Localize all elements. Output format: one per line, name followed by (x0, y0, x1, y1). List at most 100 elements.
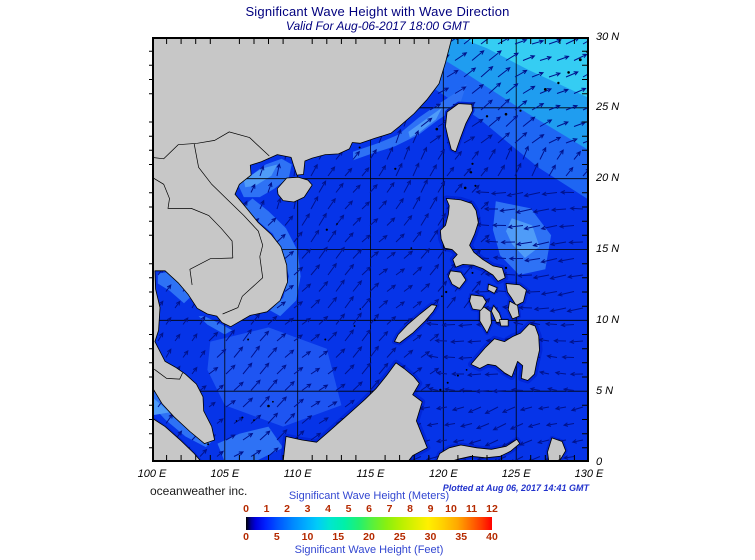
island-dot (543, 88, 547, 91)
island-dot (504, 266, 508, 270)
island-dot (474, 184, 477, 187)
legend-feet-tick: 15 (332, 531, 345, 543)
island-dot (504, 112, 508, 116)
lat-tick-label: 25 N (596, 101, 620, 114)
country-border (154, 368, 183, 380)
axis-ticks (149, 39, 587, 460)
island-dot (410, 247, 413, 250)
island-dot (353, 325, 356, 327)
island-dot (394, 167, 397, 170)
island-dot (456, 374, 459, 377)
lon-tick-label: 105 E (210, 468, 240, 480)
lat-tick-label: 15 N (596, 243, 620, 255)
map-frame (152, 37, 589, 462)
lon-tick-label: 120 E (428, 468, 458, 480)
island-dot (465, 369, 468, 371)
legend-feet-tick: 35 (455, 531, 468, 543)
island-dot (469, 171, 473, 174)
legend-meter-tick: 12 (486, 503, 498, 515)
land-mass (507, 300, 520, 320)
island-dot (358, 146, 361, 149)
land-mass (491, 305, 503, 323)
lon-tick-label: 130 E (574, 468, 604, 480)
legend-meter-tick: 0 (243, 503, 249, 515)
island-dot (485, 115, 489, 118)
land-mass (470, 323, 540, 381)
legend-meter-tick: 9 (427, 503, 434, 515)
legend-meter-tick: 8 (407, 503, 413, 515)
country-border (189, 257, 233, 285)
land-mass (479, 306, 492, 334)
credit-text: oceanweather inc. (150, 484, 248, 498)
legend-feet-tick: 40 (486, 531, 498, 543)
island-dot (272, 400, 274, 403)
plotted-timestamp: Plotted at Aug 06, 2017 14:41 GMT (442, 483, 589, 493)
legend-meter-tick: 7 (386, 503, 393, 515)
lat-tick-label: 0 (596, 455, 603, 468)
legend-feet-tick: 30 (424, 531, 437, 543)
lon-tick-label: 115 E (356, 468, 385, 480)
lon-tick-label: 100 E (137, 468, 167, 480)
lon-tick-label: 110 E (283, 468, 312, 480)
land-mass (276, 176, 313, 203)
lat-tick-label: 5 N (596, 384, 614, 397)
legend-feet-tick: 5 (273, 531, 280, 543)
legend-feet-ticks: 0 5 10 15 20 25 30 35 40 (0, 531, 755, 543)
island-dot (359, 308, 362, 310)
legend-meter-tick: 2 (284, 503, 290, 515)
legend-meter-tick: 1 (263, 503, 270, 515)
land-mass (499, 319, 509, 327)
island-dot (247, 338, 250, 341)
island-dot (567, 71, 570, 74)
land-mass (154, 418, 201, 460)
land-mass (440, 198, 506, 282)
land-mass (505, 283, 527, 306)
island-dot (336, 223, 338, 225)
page-title: Significant Wave Height with Wave Direct… (245, 4, 510, 19)
legend-meter-tick: 5 (345, 503, 352, 515)
island-dot (445, 290, 448, 294)
land-mass (547, 437, 567, 460)
land-mass (436, 438, 521, 460)
valid-time-subtitle: Valid For Aug-06-2017 18:00 GMT (285, 19, 470, 33)
island-dot (463, 186, 467, 190)
island-dot (446, 381, 449, 384)
island-dot (471, 162, 474, 165)
land-mass (445, 103, 473, 153)
legend-meters-title: Significant Wave Height (Meters) (288, 490, 450, 502)
legend-meters-ticks: 0 1 2 3 4 5 6 7 8 9 10 11 12 (0, 503, 755, 515)
lat-tick-label: 30 N (596, 30, 620, 43)
ocean-layer (154, 39, 587, 460)
island-dot (519, 109, 522, 112)
land-mass (487, 283, 498, 294)
lat-tick-label: 10 N (596, 313, 620, 326)
island-dot (439, 388, 442, 391)
island-dot (235, 420, 238, 422)
legend-meter-tick: 6 (366, 503, 372, 515)
land-mass (282, 362, 428, 460)
legend-feet-tick: 25 (393, 531, 406, 543)
island-dot (578, 58, 582, 62)
island-dot (267, 404, 270, 408)
island-dot (557, 81, 560, 85)
legend-meter-tick: 4 (325, 503, 331, 515)
wave-map (149, 37, 589, 462)
land-mass (154, 39, 452, 444)
island-dot (471, 271, 474, 274)
island-dot (253, 419, 255, 422)
lon-tick-label: 125 E (501, 468, 531, 480)
island-dot (207, 443, 210, 446)
country-border (222, 256, 264, 315)
island-dot (441, 295, 443, 298)
legend-feet-tick: 10 (301, 531, 314, 543)
island-dot (325, 228, 328, 231)
legend-feet-title: Significant Wave Height (Feet) (294, 544, 444, 556)
legend-meter-tick: 3 (304, 503, 311, 515)
island-dot (241, 416, 244, 419)
legend-feet-tick: 20 (363, 531, 375, 543)
colorbar (246, 517, 492, 530)
lat-tick-label: 20 N (596, 172, 620, 185)
legend-meter-tick: 11 (465, 503, 478, 515)
country-border (154, 178, 234, 259)
